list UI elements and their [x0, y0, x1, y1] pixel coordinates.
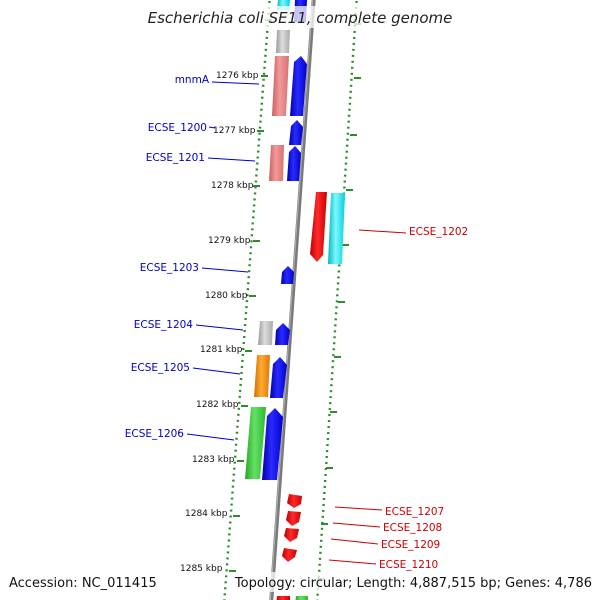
kbp-tick-label: 1284 kbp: [185, 509, 228, 519]
gene-label[interactable]: ECSE_1209: [381, 539, 440, 551]
forward-cds-arrow[interactable]: [275, 323, 290, 345]
forward-cds-arrow[interactable]: [281, 266, 294, 284]
kbp-tick-label: 1281 kbp: [200, 345, 243, 355]
gene-leader-line: [208, 126, 216, 129]
outer-dotted-ring: [316, 0, 358, 600]
accession-label: Accession: NC_011415: [9, 576, 157, 591]
topology-label: Topology: circular; Length: 4,887,515 bp…: [234, 576, 592, 591]
cog-block-green[interactable]: [245, 407, 266, 479]
footer-accession-backdrop: [4, 572, 154, 592]
cog-category-blocks: [245, 0, 345, 600]
map-title: Escherichia coli SE11, complete genome: [148, 9, 453, 27]
gene-leader-line: [186, 433, 235, 441]
cog-block-salmon[interactable]: [269, 145, 284, 181]
gene-leader-line: [195, 324, 244, 331]
right-gene-labels: ECSE_1202 ECSE_1207 ECSE_1208 ECSE_1209 …: [328, 226, 468, 571]
gene-leader-line: [211, 81, 260, 85]
gene-label[interactable]: ECSE_1202: [409, 226, 468, 238]
gene-leader-line: [207, 157, 256, 162]
gene-label[interactable]: ECSE_1201: [146, 152, 205, 164]
footer-topology-backdrop: [256, 572, 596, 592]
forward-cds-arrow[interactable]: [287, 146, 301, 181]
gene-leader-line: [358, 229, 407, 234]
gene-label[interactable]: ECSE_1210: [379, 559, 438, 571]
reverse-cds-arrow[interactable]: [286, 511, 301, 526]
gene-label[interactable]: mnmA: [175, 74, 210, 86]
genome-backbone-highlight: [269, 0, 314, 600]
forward-cds-arrow[interactable]: [262, 408, 283, 480]
forward-cds-arrow[interactable]: [289, 120, 303, 145]
reverse-cds-arrow[interactable]: [287, 494, 302, 508]
gene-label[interactable]: ECSE_1206: [125, 428, 185, 440]
cog-block-orange[interactable]: [254, 355, 270, 397]
gene-label[interactable]: ECSE_1203: [140, 262, 199, 274]
left-gene-labels: mnmA ECSE_1200 ECSE_1201 ECSE_1203 ECSE_…: [125, 74, 260, 441]
kbp-tick-label: 1276 kbp: [216, 71, 259, 81]
reverse-strand-features: [276, 192, 327, 600]
gene-label[interactable]: ECSE_1208: [383, 522, 442, 534]
gene-leader-line: [201, 267, 249, 273]
title-backdrop: [160, 6, 442, 28]
gene-leader-line: [192, 367, 241, 375]
gene-label[interactable]: ECSE_1205: [131, 362, 190, 374]
gene-label[interactable]: ECSE_1207: [385, 506, 444, 518]
genome-backbone: [269, 0, 316, 600]
reverse-cds-arrow[interactable]: [282, 548, 297, 562]
gene-label[interactable]: ECSE_1204: [134, 319, 194, 331]
kbp-tick-label: 1285 kbp: [180, 564, 223, 574]
kbp-tick-label: 1280 kbp: [205, 291, 248, 301]
reverse-cds-arrow[interactable]: [276, 596, 290, 600]
forward-cds-arrow[interactable]: [270, 357, 287, 398]
kbp-tick-label: 1278 kbp: [211, 181, 254, 191]
gene-leader-line: [330, 538, 379, 545]
outer-ring-ticks: [317, 23, 361, 580]
kbp-tick-label: 1283 kbp: [192, 455, 235, 465]
kbp-tick-label: 1282 kbp: [196, 400, 239, 410]
kbp-scale: 1276 kbp 1277 kbp 1278 kbp 1279 kbp 1280…: [180, 71, 259, 574]
reverse-cds-arrow[interactable]: [310, 192, 327, 262]
cog-block-cyan[interactable]: [328, 193, 345, 264]
gene-label[interactable]: ECSE_1200: [148, 122, 207, 134]
cog-block-salmon[interactable]: [272, 56, 289, 116]
cog-block-green[interactable]: [295, 596, 308, 600]
kbp-tick-label: 1279 kbp: [208, 236, 251, 246]
gene-leader-line: [334, 506, 383, 511]
kbp-tick-label: 1277 kbp: [213, 126, 256, 136]
reverse-cds-arrow[interactable]: [284, 528, 299, 542]
forward-cds-arrow[interactable]: [290, 56, 307, 116]
cog-block-gray[interactable]: [276, 30, 290, 53]
gene-leader-line: [328, 559, 377, 565]
cog-block-gray[interactable]: [258, 321, 273, 345]
gene-leader-line: [332, 522, 381, 528]
